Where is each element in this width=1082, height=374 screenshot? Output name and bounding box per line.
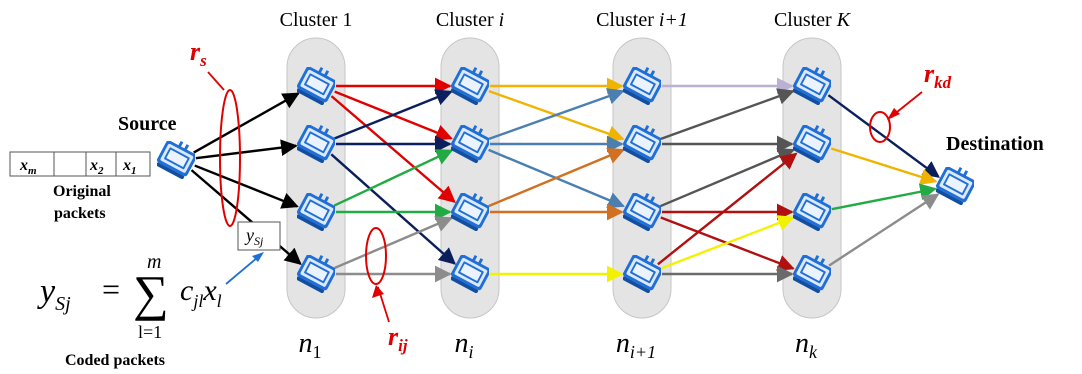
svg-text:x2: x2 xyxy=(89,157,104,177)
formula-sum-lower: l=1 xyxy=(138,322,162,342)
packet-cell-xm xyxy=(9,151,55,177)
packet-xm-sub: m xyxy=(28,165,37,177)
link-ck-to-dest-2 xyxy=(831,183,937,211)
packet-x2-sub: 2 xyxy=(97,165,104,177)
link-ci_to_ci1-1-0 xyxy=(488,88,625,141)
rate-rij-sub: ij xyxy=(398,336,408,355)
packet-x1-sub: 1 xyxy=(131,165,137,177)
cluster-2-size: ni xyxy=(454,328,473,362)
link-c1_to_ci-0-2 xyxy=(330,95,456,203)
formula-x-sub: l xyxy=(217,291,222,311)
sum-icon: ∑ xyxy=(133,265,169,321)
coding-formula: ySj = m ∑ l=1 cjlxl xyxy=(37,251,222,342)
cluster-2-label: Cluster i xyxy=(436,9,504,31)
link-source-to-c1-2 xyxy=(194,164,299,209)
formula-c: c xyxy=(180,274,193,307)
packet-cell-empty xyxy=(53,151,87,177)
rate-rkd: rkd xyxy=(869,59,952,143)
packet-cell-x2 xyxy=(85,151,117,177)
svg-text:rkd: rkd xyxy=(924,59,952,92)
link-ck-to-dest-3 xyxy=(828,193,940,267)
link-ci1_to_ck-3-2 xyxy=(660,215,795,270)
link-ci1_to_ck-1-0 xyxy=(660,88,795,140)
svg-text:cjlxl: cjlxl xyxy=(180,274,222,311)
rate-rkd-ellipse xyxy=(869,111,891,143)
cluster-1-size: n1 xyxy=(299,328,322,362)
rate-rij-main: r xyxy=(388,322,399,351)
destination-label: Destination xyxy=(946,133,1044,155)
link-c1_to_ci-1-0 xyxy=(334,89,453,140)
formula-x: x xyxy=(202,274,217,307)
cluster-3-group xyxy=(612,37,672,319)
formula-equals: = xyxy=(102,271,120,307)
coded-packet-box xyxy=(237,221,281,251)
coded-packets-caption: Coded packets xyxy=(65,352,165,369)
packet-xm-main: x xyxy=(19,157,28,174)
original-packets-caption-2: packets xyxy=(54,205,106,222)
cluster-3-size: ni+1 xyxy=(616,328,656,362)
svg-text:x1: x1 xyxy=(122,157,137,177)
formula-sum-upper: m xyxy=(147,251,161,273)
source-node-icon xyxy=(157,141,195,179)
formula-lhs-sub: Sj xyxy=(55,293,71,315)
rate-rij-ellipse xyxy=(365,227,387,285)
cluster-4-label: Cluster K xyxy=(774,9,852,31)
link-c1_to_ci-2-1 xyxy=(333,149,454,207)
source-label: Source xyxy=(118,113,177,135)
packet-x2-main: x xyxy=(89,157,98,174)
link-source-to-c1-0 xyxy=(193,92,300,154)
link-ci_to_ci1-2-1 xyxy=(488,147,625,208)
cluster-1-label: Cluster 1 xyxy=(280,9,353,31)
link-source-to-c1-3 xyxy=(190,169,302,265)
destination-node-icon xyxy=(936,167,974,205)
coded-packet-main: y xyxy=(244,225,254,245)
rate-rkd-main: r xyxy=(924,59,935,88)
coded-packet-sub: Sj xyxy=(254,234,264,248)
svg-text:ySj: ySj xyxy=(37,273,71,315)
cluster-4-group xyxy=(782,37,842,319)
formula-lhs: y xyxy=(37,273,56,310)
link-c1_to_ci-3-2 xyxy=(334,216,453,270)
link-ck-to-dest-1 xyxy=(830,147,938,185)
svg-text:xm: xm xyxy=(19,157,37,177)
cluster-4-size: nk xyxy=(795,328,818,362)
rate-rkd-sub: kd xyxy=(934,73,952,92)
cluster-3-label: Cluster i+1 xyxy=(596,9,688,31)
rate-rs-main: r xyxy=(190,37,201,66)
packet-cell-x1 xyxy=(115,151,151,177)
rate-rij: rij xyxy=(365,227,408,355)
svg-text:ySj: ySj xyxy=(244,225,264,248)
link-ci1_to_ck-2-1 xyxy=(660,148,795,208)
rate-rs-ellipse xyxy=(219,89,241,227)
rate-rs-sub: s xyxy=(199,51,207,70)
formula-c-sub: jl xyxy=(191,291,203,311)
svg-text:rij: rij xyxy=(388,322,408,355)
link-source-to-c1-1 xyxy=(195,139,298,160)
original-packets-buffer: xm x2 x1 xyxy=(9,151,151,177)
original-packets-caption-1: Original xyxy=(53,183,111,200)
link-c1_to_ci-1-3 xyxy=(330,153,456,265)
link-ci1_to_ck-3-1 xyxy=(657,152,798,266)
packet-x1-main: x xyxy=(122,157,131,174)
svg-text:rs: rs xyxy=(190,37,207,70)
link-ck-to-dest-0 xyxy=(827,94,940,178)
rate-rs: rs xyxy=(190,37,241,227)
coded-packet-callout-arrow xyxy=(225,252,264,285)
